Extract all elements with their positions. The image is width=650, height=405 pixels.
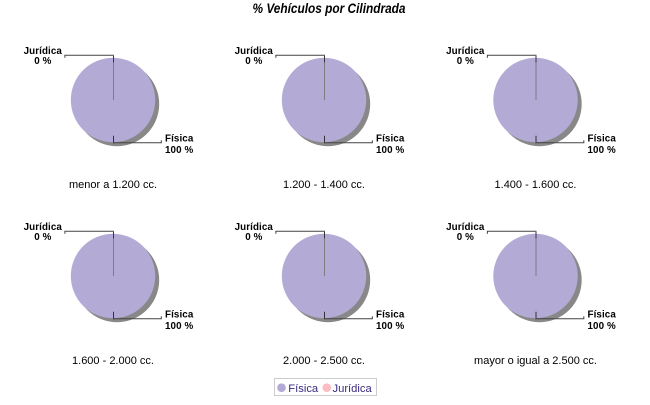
svg-text:0 %: 0 %: [34, 232, 51, 243]
svg-text:100 %: 100 %: [376, 321, 404, 332]
svg-text:Física: Física: [588, 133, 617, 144]
svg-text:Física: Física: [288, 383, 319, 395]
svg-text:1.600 - 2.000 cc.: 1.600 - 2.000 cc.: [72, 355, 154, 367]
svg-text:Física: Física: [165, 309, 194, 320]
svg-text:Jurídica: Jurídica: [24, 222, 63, 233]
svg-text:1.400 - 1.600 cc.: 1.400 - 1.600 cc.: [495, 179, 577, 191]
svg-text:0 %: 0 %: [245, 56, 262, 67]
svg-text:0 %: 0 %: [457, 56, 474, 67]
svg-text:Física: Física: [165, 133, 194, 144]
svg-text:0 %: 0 %: [34, 56, 51, 67]
svg-text:Física: Física: [588, 309, 617, 320]
svg-text:0 %: 0 %: [457, 232, 474, 243]
svg-text:100 %: 100 %: [588, 145, 616, 156]
svg-text:Física: Física: [376, 309, 405, 320]
svg-text:100 %: 100 %: [376, 145, 404, 156]
svg-text:100 %: 100 %: [588, 321, 616, 332]
svg-text:Jurídica: Jurídica: [24, 46, 63, 57]
svg-text:Jurídica: Jurídica: [446, 222, 485, 233]
svg-text:100 %: 100 %: [165, 145, 193, 156]
svg-text:% Vehículos por Cilindrada: % Vehículos por Cilindrada: [253, 1, 406, 16]
svg-text:2.000 - 2.500 cc.: 2.000 - 2.500 cc.: [283, 355, 365, 367]
svg-text:Jurídica: Jurídica: [446, 46, 485, 57]
svg-text:Jurídica: Jurídica: [235, 222, 274, 233]
svg-text:100 %: 100 %: [165, 321, 193, 332]
svg-text:Física: Física: [376, 133, 405, 144]
svg-text:menor a 1.200 cc.: menor a 1.200 cc.: [69, 179, 157, 191]
svg-text:0 %: 0 %: [245, 232, 262, 243]
svg-text:1.200 - 1.400 cc.: 1.200 - 1.400 cc.: [283, 179, 365, 191]
svg-text:Jurídica: Jurídica: [235, 46, 274, 57]
svg-text:Jurídica: Jurídica: [333, 383, 373, 395]
svg-text:mayor o igual a 2.500 cc.: mayor o igual a 2.500 cc.: [474, 355, 597, 367]
